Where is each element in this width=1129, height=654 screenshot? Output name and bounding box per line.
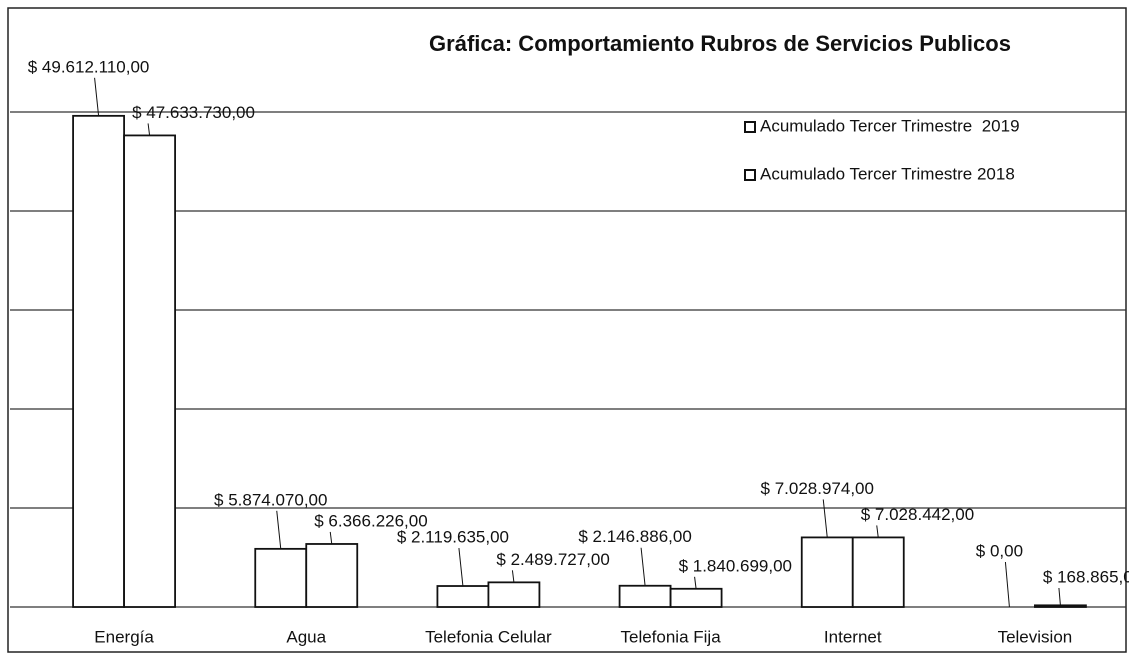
data-label: $ 168.865,00 [1043, 567, 1129, 586]
leader-line [276, 510, 282, 549]
x-tick-label: Television [998, 627, 1073, 646]
bar [436, 585, 490, 608]
bar [72, 114, 125, 608]
data-label: $ 7.028.442,00 [861, 505, 974, 524]
leader-line [458, 547, 464, 587]
leader-line [876, 525, 879, 538]
leader-line [511, 570, 515, 583]
bar [254, 547, 308, 608]
leader-line [1058, 587, 1061, 606]
leader-line [94, 77, 100, 116]
legend-marker [744, 169, 756, 181]
data-label: $ 6.366.226,00 [314, 511, 427, 530]
data-label: $ 2.146.886,00 [578, 527, 691, 546]
data-label: $ 1.840.699,00 [679, 556, 792, 575]
leader-line [694, 576, 697, 589]
bar [123, 134, 176, 608]
x-tick-label: Telefonia Celular [425, 627, 552, 646]
bar [669, 587, 723, 608]
x-tick-label: Energía [94, 627, 154, 646]
chart-title: Gráfica: Comportamiento Rubros de Servic… [429, 31, 1011, 56]
data-label: $ 49.612.110,00 [28, 57, 150, 76]
leader-line [640, 547, 646, 586]
bar [305, 543, 359, 608]
data-label: $ 5.874.070,00 [214, 490, 327, 509]
bar [800, 536, 854, 608]
leader-line [1004, 561, 1010, 608]
leader-line [822, 499, 828, 538]
data-label: $ 7.028.974,00 [761, 479, 874, 498]
x-tick-label: Internet [824, 627, 882, 646]
bar [851, 536, 905, 608]
data-label: $ 0,00 [976, 541, 1023, 560]
chart-border [7, 7, 1127, 653]
x-tick-label: Telefonia Fija [620, 627, 721, 646]
leader-line [147, 123, 151, 136]
leader-line [329, 531, 333, 545]
bar [487, 581, 541, 608]
bar [1034, 604, 1087, 608]
x-tick-label: Agua [286, 627, 326, 646]
data-label: $ 2.489.727,00 [496, 550, 609, 569]
data-label: $ 47.633.730,00 [132, 103, 255, 122]
legend-label: Acumulado Tercer Trimestre 2018 [760, 164, 1015, 183]
data-label: $ 2.119.635,00 [397, 528, 509, 547]
legend-marker [744, 121, 756, 133]
bar [618, 584, 672, 608]
legend-label: Acumulado Tercer Trimestre 2019 [760, 116, 1020, 135]
